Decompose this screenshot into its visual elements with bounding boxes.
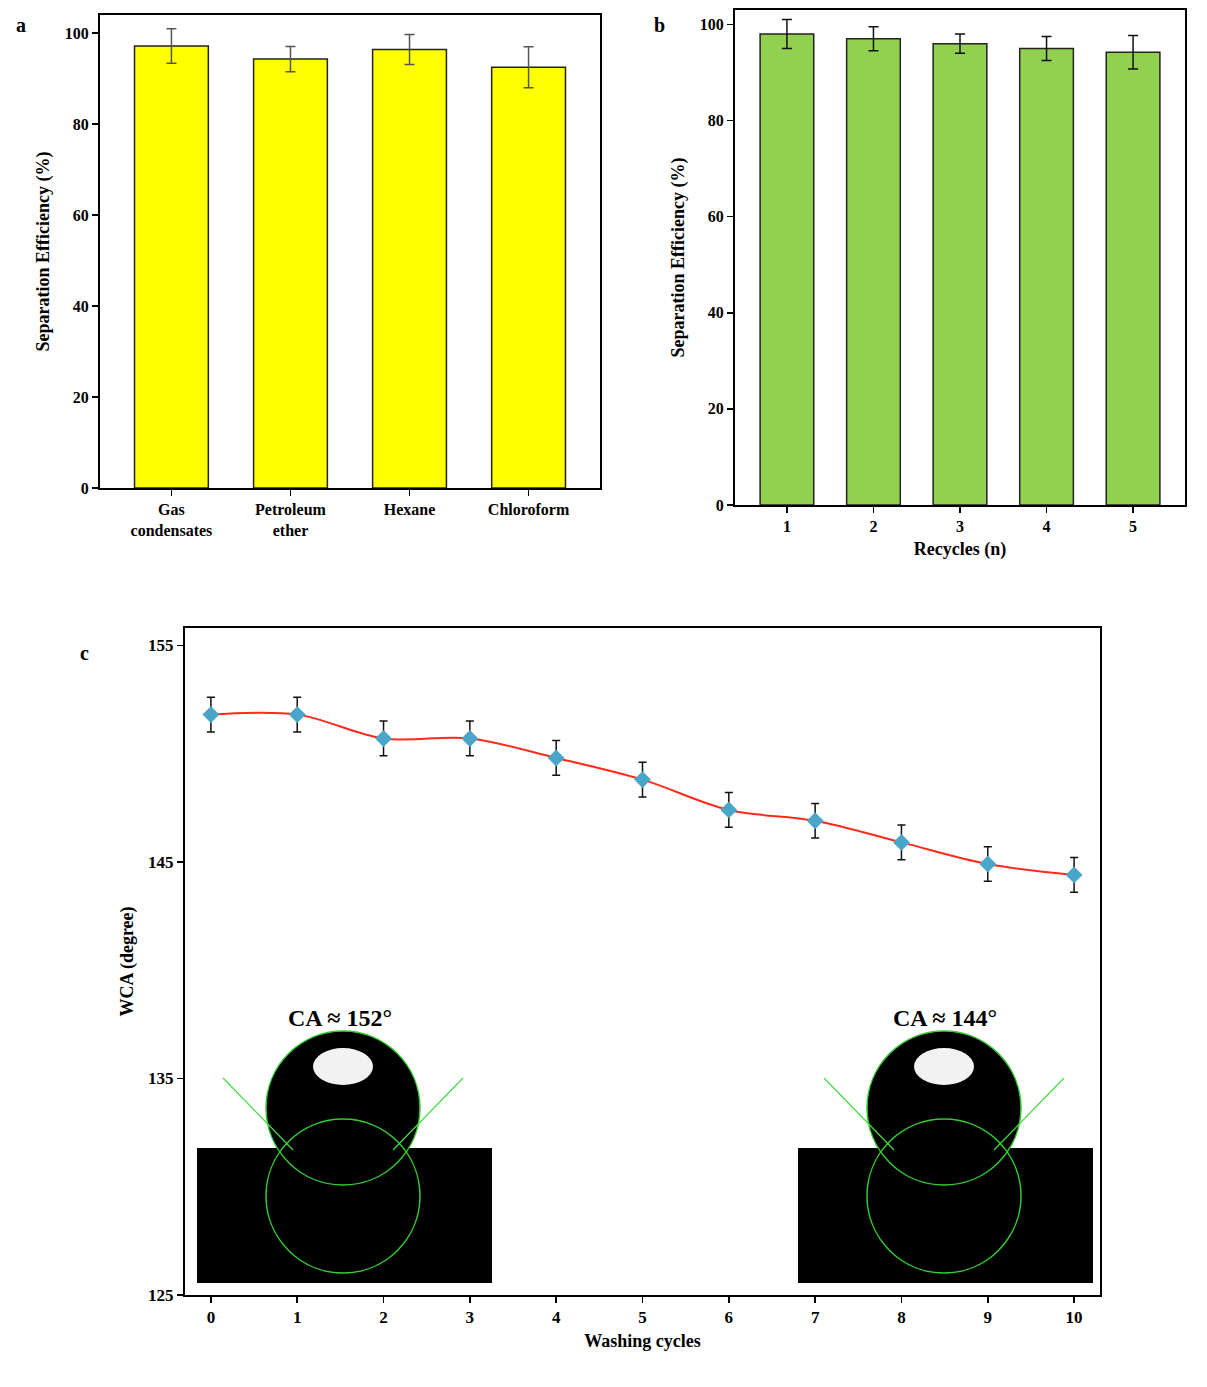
svg-text:Separation Efficiency (%): Separation Efficiency (%) <box>33 152 54 352</box>
svg-text:Petroleumether: Petroleumether <box>255 501 326 539</box>
svg-text:60: 60 <box>708 208 724 225</box>
svg-text:40: 40 <box>73 298 89 315</box>
svg-text:Separation Efficiency (%): Separation Efficiency (%) <box>668 158 689 358</box>
svg-text:80: 80 <box>708 112 724 129</box>
svg-text:40: 40 <box>708 304 724 321</box>
svg-text:20: 20 <box>73 389 89 406</box>
svg-text:100: 100 <box>700 16 724 33</box>
svg-text:Washing cycles: Washing cycles <box>584 1331 701 1351</box>
svg-text:125: 125 <box>148 1286 174 1305</box>
svg-text:4: 4 <box>1043 518 1051 535</box>
svg-text:3: 3 <box>956 518 964 535</box>
svg-text:CA ≈ 152°: CA ≈ 152° <box>288 1005 392 1031</box>
svg-text:2: 2 <box>379 1308 388 1327</box>
svg-text:Gascondensates: Gascondensates <box>131 501 213 539</box>
svg-text:0: 0 <box>716 497 724 514</box>
svg-text:1: 1 <box>783 518 791 535</box>
svg-text:3: 3 <box>466 1308 475 1327</box>
svg-text:10: 10 <box>1066 1308 1083 1327</box>
svg-text:WCA (degree): WCA (degree) <box>117 906 138 1016</box>
svg-text:8: 8 <box>897 1308 906 1327</box>
svg-text:155: 155 <box>148 636 174 655</box>
svg-text:145: 145 <box>148 853 174 872</box>
svg-text:6: 6 <box>725 1308 734 1327</box>
svg-text:7: 7 <box>811 1308 820 1327</box>
svg-text:b: b <box>654 14 665 36</box>
svg-text:80: 80 <box>73 116 89 133</box>
svg-text:1: 1 <box>293 1308 302 1327</box>
svg-text:5: 5 <box>638 1308 647 1327</box>
svg-text:c: c <box>80 642 89 664</box>
svg-text:0: 0 <box>81 480 89 497</box>
svg-text:Recycles (n): Recycles (n) <box>914 539 1006 560</box>
svg-text:9: 9 <box>984 1308 993 1327</box>
svg-text:60: 60 <box>73 207 89 224</box>
svg-text:a: a <box>16 14 26 36</box>
svg-text:135: 135 <box>148 1069 174 1088</box>
svg-text:2: 2 <box>869 518 877 535</box>
svg-text:CA ≈ 144°: CA ≈ 144° <box>893 1005 997 1031</box>
svg-text:Chloroform: Chloroform <box>488 501 570 518</box>
svg-text:20: 20 <box>708 400 724 417</box>
svg-text:100: 100 <box>65 25 89 42</box>
svg-text:Hexane: Hexane <box>384 501 436 518</box>
svg-text:4: 4 <box>552 1308 561 1327</box>
svg-text:5: 5 <box>1129 518 1137 535</box>
svg-text:0: 0 <box>207 1308 216 1327</box>
